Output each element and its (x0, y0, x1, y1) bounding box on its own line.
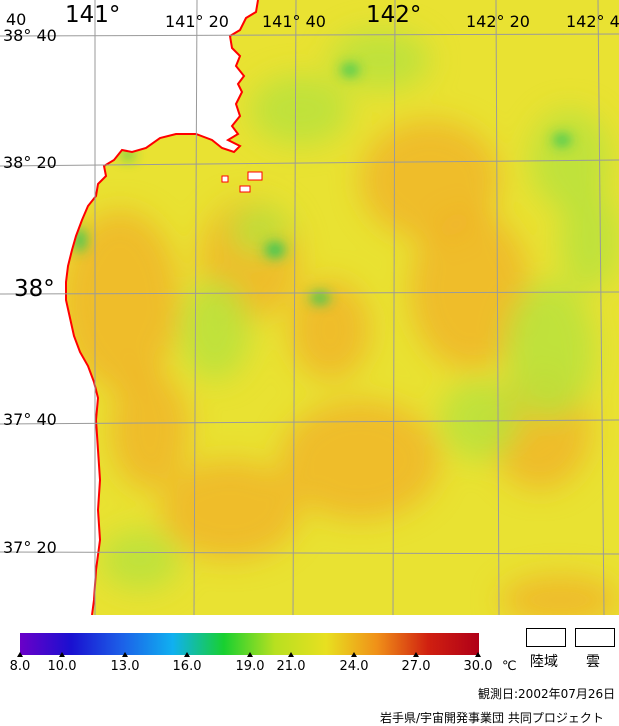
mild-water-patch (560, 190, 619, 290)
scale-tick-mark (17, 652, 23, 657)
scale-tick-mark (288, 652, 294, 657)
warm-water-patch (290, 280, 370, 380)
lon-label-141-40: 141° 40 (262, 12, 326, 31)
lat-label-37-20: 37° 20 (3, 538, 57, 557)
lon-label-142-20: 142° 20 (466, 12, 530, 31)
cloud-legend-label: 雲 (586, 654, 600, 670)
warm-water-patch (280, 400, 440, 520)
parallel (0, 291, 619, 295)
mild-water-patch (440, 380, 520, 460)
sea-temperature-patches (60, 30, 619, 615)
scale-tick-10: 10.0 (47, 659, 77, 674)
warm-water-patch (160, 460, 300, 560)
coastline (65, 0, 259, 615)
map-canvas (0, 0, 619, 615)
lat-label-38-20: 38° 20 (3, 153, 57, 172)
land-legend-label: 陸域 (530, 654, 558, 670)
scale-tick-mark (184, 652, 190, 657)
mild-water-patch (180, 280, 250, 380)
cool-water-spot (310, 292, 330, 304)
scale-tick-16: 16.0 (172, 659, 202, 674)
islet (239, 185, 251, 193)
mild-water-patch (100, 530, 180, 590)
temperature-color-scale (20, 633, 479, 655)
lon-label-142-40: 142° 40 (566, 12, 619, 31)
scale-tick-mark (247, 652, 253, 657)
scale-tick-mark (59, 652, 65, 657)
meridian (193, 0, 198, 615)
scale-tick-8: 8.0 (9, 659, 31, 674)
parallel (0, 33, 619, 37)
parallel (0, 419, 619, 425)
cool-water-spot (265, 242, 285, 258)
cloud-legend-swatch (575, 628, 615, 647)
scale-tick-mark (413, 652, 419, 657)
islet (247, 171, 263, 181)
warm-water-patch (410, 210, 530, 370)
scale-tick-13: 13.0 (110, 659, 140, 674)
meridian (292, 0, 297, 615)
scale-tick-mark (351, 652, 357, 657)
coastal-islets (221, 171, 263, 193)
warm-water-patch (60, 210, 180, 390)
lat-label-38-40: 38° 40 (3, 26, 57, 45)
land-legend-swatch (526, 628, 566, 647)
scale-tick-27: 27.0 (401, 659, 431, 674)
observation-date: 観測日:2002年07月26日 (478, 687, 616, 701)
scale-tick-mark (122, 652, 128, 657)
lon-label-142: 142° (366, 2, 422, 28)
mild-water-patch (330, 30, 430, 90)
sea-surface-temperature-map: 40 141° 141° 20 141° 40 142° 142° 20 142… (0, 0, 619, 615)
project-credit: 岩手県/宇宙開発事業団 共同プロジェクト (380, 711, 604, 725)
scale-tick-marks (17, 652, 481, 657)
parallel (0, 159, 619, 167)
cool-water-spot (553, 134, 571, 146)
lon-label-141-20: 141° 20 (165, 12, 229, 31)
meridian (392, 0, 396, 615)
warm-water-patch (110, 370, 190, 490)
warm-water-patch (500, 575, 619, 615)
scale-tick-mark (475, 652, 481, 657)
lon-label-141: 141° (65, 2, 121, 28)
mild-water-patch (250, 75, 350, 145)
lon-label-140-40: 40 (6, 10, 27, 29)
temperature-unit: ℃ (502, 659, 517, 674)
cool-water-spot (341, 64, 359, 76)
scale-tick-19: 19.0 (235, 659, 265, 674)
scale-tick-24: 24.0 (339, 659, 369, 674)
cool-water-spots (74, 64, 571, 304)
parallel (0, 551, 619, 555)
land-area (0, 0, 258, 615)
meridian (597, 0, 605, 615)
lat-lon-grid (0, 0, 619, 615)
meridian (495, 0, 500, 615)
lat-label-38: 38° (14, 276, 55, 302)
mild-water-patch (505, 280, 595, 420)
scale-tick-21: 21.0 (276, 659, 306, 674)
islet (221, 175, 229, 183)
scale-tick-30: 30.0 (463, 659, 493, 674)
lat-label-37-40: 37° 40 (3, 410, 57, 429)
